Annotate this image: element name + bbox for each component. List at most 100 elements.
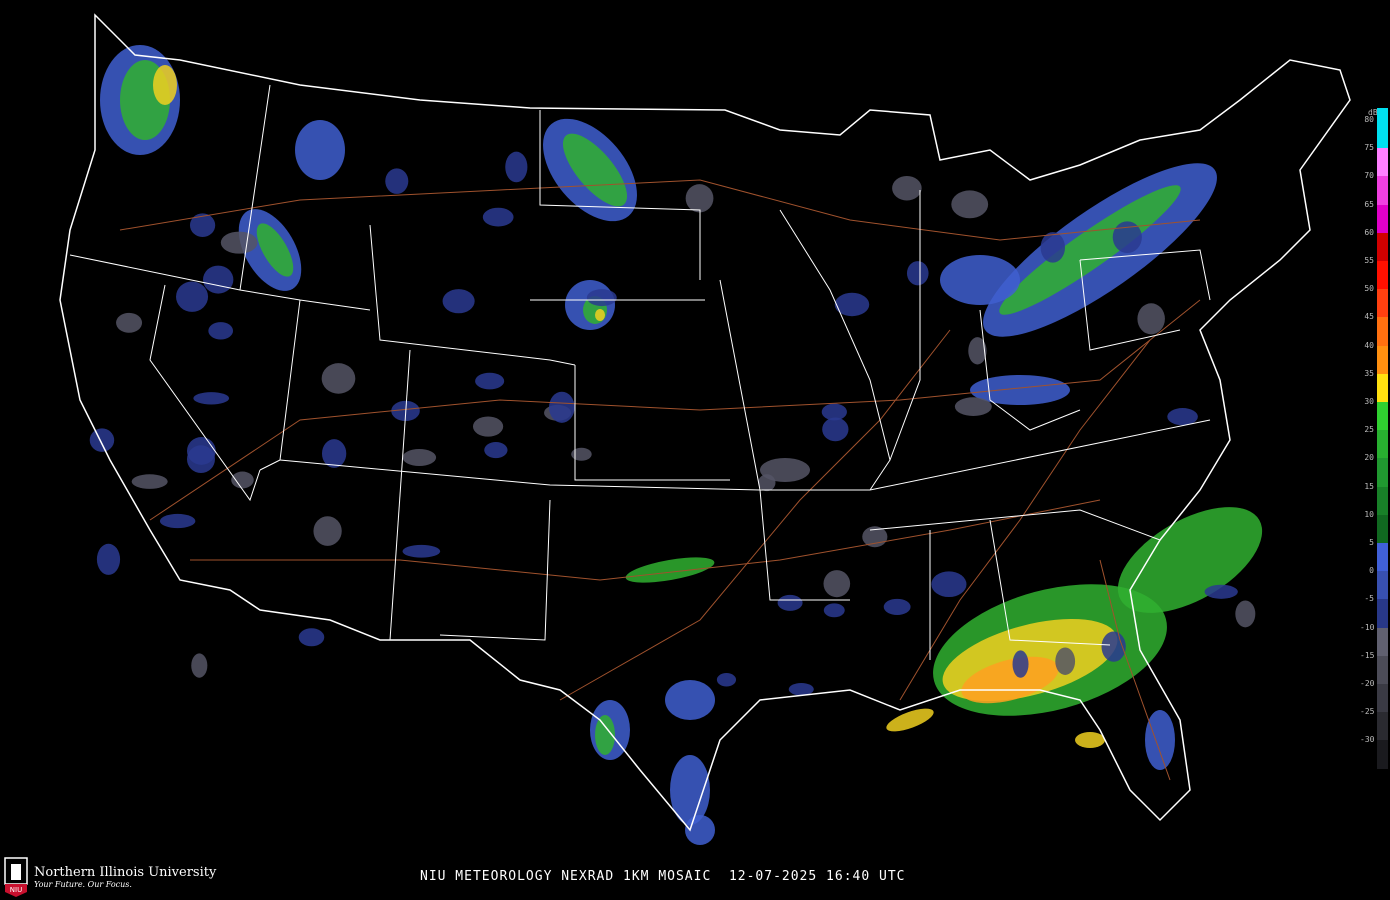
legend-label: 80 — [1360, 116, 1374, 124]
legend-swatch — [1377, 176, 1388, 204]
radar-echo — [313, 516, 341, 546]
radar-echo — [231, 472, 254, 489]
svg-text:NIU: NIU — [10, 886, 22, 894]
radar-echo — [160, 514, 196, 528]
radar-echo — [176, 281, 208, 311]
radar-echo — [595, 309, 605, 321]
radar-echo — [187, 437, 216, 465]
legend-label: 55 — [1360, 257, 1374, 265]
radar-map — [0, 0, 1390, 900]
radar-echo — [717, 673, 736, 687]
radar-echo — [90, 428, 114, 451]
radar-echo — [955, 397, 992, 416]
radar-echo — [221, 232, 258, 254]
legend-label: 5 — [1360, 539, 1374, 547]
radar-echo — [191, 653, 207, 677]
radar-echo — [116, 313, 142, 333]
radar-echo — [549, 392, 575, 423]
radar-echo — [190, 213, 215, 237]
radar-echo — [824, 570, 851, 597]
legend-swatch — [1377, 289, 1388, 317]
legend-swatch — [1377, 740, 1388, 768]
radar-echo — [443, 289, 475, 313]
radar-echo — [1205, 585, 1238, 599]
radar-echo — [931, 571, 966, 597]
legend-swatch — [1377, 430, 1388, 458]
radar-echo — [822, 417, 848, 441]
radar-echo — [403, 545, 441, 558]
radar-echo — [1055, 647, 1075, 674]
legend-swatch — [1377, 712, 1388, 740]
legend-swatch — [1377, 317, 1388, 345]
radar-echo — [884, 599, 911, 615]
legend-label: 0 — [1360, 567, 1374, 575]
legend-swatch — [1377, 261, 1388, 289]
radar-echo — [758, 474, 775, 491]
radar-echo — [884, 704, 936, 736]
legend-label: 30 — [1360, 398, 1374, 406]
radar-echo — [295, 120, 345, 180]
legend-label: 45 — [1360, 313, 1374, 321]
legend-label: 60 — [1360, 229, 1374, 237]
radar-echo — [208, 322, 233, 339]
radar-map-view: dBZ 80 75 70 65 60 55 50 45 40 35 30 25 20 15 10 5 0 -5 -1… — [0, 0, 1390, 900]
legend-label: 65 — [1360, 201, 1374, 209]
radar-echo — [624, 552, 716, 587]
radar-echo — [822, 404, 847, 421]
legend-label: -20 — [1360, 680, 1374, 688]
radar-echo — [1167, 408, 1198, 425]
reflectivity-legend: 80 75 70 65 60 55 50 45 40 35 30 25 20 15 10 5 0 -5 -10 -15… — [1360, 108, 1390, 758]
legend-swatch — [1377, 487, 1388, 515]
legend-label: -15 — [1360, 652, 1374, 660]
legend-swatch — [1377, 346, 1388, 374]
radar-echo — [484, 442, 507, 458]
radar-echo — [686, 184, 714, 212]
legend-label: 10 — [1360, 511, 1374, 519]
radar-echo — [778, 595, 803, 611]
radar-echo — [951, 190, 988, 218]
product-name: NIU METEOROLOGY NEXRAD 1KM MOSAIC — [420, 869, 711, 884]
legend-swatch — [1377, 628, 1388, 656]
legend-label: 15 — [1360, 483, 1374, 491]
radar-echo — [132, 474, 168, 489]
radar-echo — [940, 255, 1020, 305]
legend-label: 50 — [1360, 285, 1374, 293]
highway — [560, 330, 950, 700]
legend-swatch — [1377, 402, 1388, 430]
radar-echoes — [90, 45, 1280, 845]
legend-label: 40 — [1360, 342, 1374, 350]
product-date: 12-07-2025 — [729, 869, 817, 884]
radar-echo — [907, 261, 929, 285]
university-name: Northern Illinois University — [34, 865, 216, 880]
legend-label: -30 — [1360, 736, 1374, 744]
radar-echo — [892, 176, 922, 200]
legend-swatch — [1377, 374, 1388, 402]
product-caption: NIU METEOROLOGY NEXRAD 1KM MOSAIC 12-07-… — [420, 869, 906, 884]
radar-echo — [1137, 303, 1164, 334]
legend-swatch — [1377, 458, 1388, 486]
radar-echo — [505, 152, 527, 183]
radar-echo — [153, 65, 177, 105]
legend-swatch — [1377, 571, 1388, 599]
radar-echo — [665, 680, 715, 720]
product-time: 16:40 UTC — [826, 869, 905, 884]
radar-echo — [193, 392, 229, 404]
radar-echo — [1075, 732, 1105, 748]
niu-seal-icon: NIU — [2, 856, 30, 898]
university-tagline: Your Future. Our Focus. — [34, 880, 216, 889]
legend-swatch — [1377, 233, 1388, 261]
legend-label: 70 — [1360, 172, 1374, 180]
legend-label: 25 — [1360, 426, 1374, 434]
legend-swatch — [1377, 599, 1388, 627]
radar-echo — [587, 289, 617, 306]
radar-echo — [473, 416, 503, 436]
legend-label: 75 — [1360, 144, 1374, 152]
radar-echo — [203, 266, 233, 294]
radar-echo — [385, 168, 408, 194]
legend-swatch — [1377, 656, 1388, 684]
legend-swatch — [1377, 148, 1388, 176]
radar-echo — [97, 544, 120, 575]
legend-label: -25 — [1360, 708, 1374, 716]
radar-echo — [1013, 650, 1029, 677]
radar-echo — [571, 448, 592, 461]
